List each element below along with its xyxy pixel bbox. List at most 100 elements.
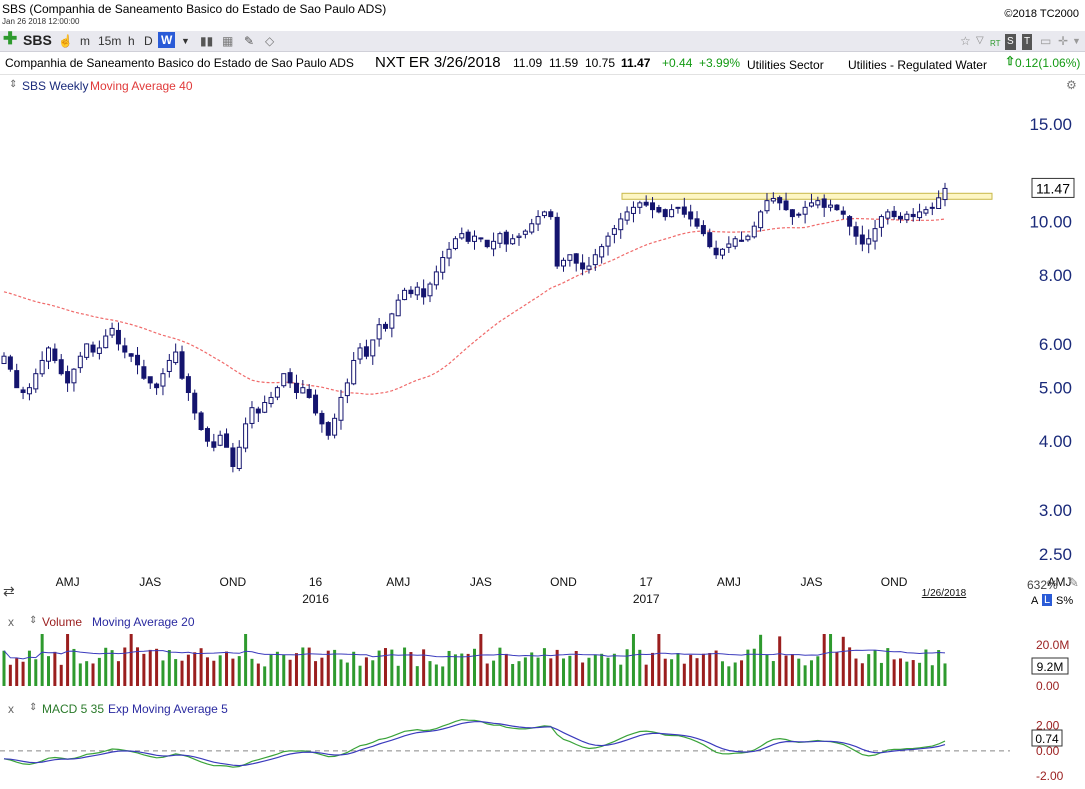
candle-body: [211, 441, 217, 448]
macd-tick-label: 0.00: [1036, 744, 1060, 758]
refresh-icon[interactable]: ⇄: [3, 583, 15, 599]
candle: [281, 373, 287, 388]
candle-body: [840, 210, 846, 215]
crosshair-icon[interactable]: ✛: [1058, 34, 1069, 48]
candle-body: [262, 402, 268, 413]
candle-body: [758, 211, 764, 229]
pencil-icon[interactable]: ✎: [244, 34, 255, 48]
candle: [554, 212, 560, 269]
star-icon[interactable]: ☆: [960, 34, 971, 48]
candle: [427, 281, 433, 303]
candle: [325, 421, 331, 440]
volume-bar: [612, 653, 616, 686]
low-price: 10.75: [585, 56, 616, 70]
volume-label[interactable]: Volume: [42, 615, 83, 629]
candle: [802, 200, 808, 224]
price-chart[interactable]: 15.00 10.00 8.00 6.00 5.00 4.00 3.00 2.50 11.47 A…: [0, 94, 1085, 614]
volume-bar: [453, 654, 457, 686]
volume-bar: [644, 664, 648, 686]
price-change: +0.44: [662, 56, 693, 70]
volume-ma-label[interactable]: Moving Average 20: [92, 615, 195, 629]
volume-bar: [352, 651, 356, 686]
scale-pct[interactable]: S%: [1056, 595, 1074, 607]
grid-icon[interactable]: ▦: [222, 34, 234, 48]
add-icon[interactable]: ✚: [3, 29, 18, 48]
candle-body: [230, 447, 236, 467]
candle-body: [141, 366, 147, 379]
candle-body: [433, 271, 439, 286]
candle: [255, 406, 261, 422]
move-handle-icon[interactable]: ⇕: [29, 702, 38, 713]
eraser-icon[interactable]: ◇: [265, 34, 275, 48]
volume-bar: [771, 661, 775, 686]
edit-icon[interactable]: ✎: [1068, 575, 1079, 590]
candle: [478, 237, 484, 243]
candle-body: [287, 372, 293, 384]
candle: [39, 351, 45, 377]
macd-current-label: 0.74: [1035, 732, 1059, 746]
ma40-label[interactable]: Moving Average 40: [90, 79, 193, 93]
volume-bar: [205, 657, 209, 686]
volume-bar: [905, 661, 909, 686]
interval-m[interactable]: m: [80, 34, 90, 48]
scale-log[interactable]: L: [1042, 594, 1053, 606]
candle: [414, 282, 420, 301]
macd-ma-label[interactable]: Exp Moving Average 5: [108, 702, 228, 716]
volume-tick-label: 0.00: [1036, 679, 1060, 693]
candle-body: [561, 259, 567, 267]
move-handle-icon[interactable]: ⇕: [29, 615, 38, 626]
volume-bar: [879, 662, 883, 686]
candle-body: [891, 210, 897, 218]
volume-bar: [854, 658, 858, 686]
candle-body: [624, 211, 630, 221]
volume-bar: [231, 658, 235, 686]
volume-bar: [943, 663, 947, 686]
interval-15m[interactable]: 15m: [98, 34, 122, 48]
candle: [897, 212, 903, 224]
hand-icon[interactable]: ☝: [58, 34, 73, 48]
candle: [433, 265, 439, 290]
macd-chart[interactable]: 2.00 0.00 -2.00 0.74: [0, 716, 1085, 789]
candle-body: [910, 213, 916, 218]
window-icon[interactable]: ▭: [1040, 34, 1052, 48]
t-menu-button[interactable]: T: [1022, 34, 1033, 50]
candle: [1, 352, 7, 365]
volume-bar: [326, 650, 330, 686]
candle: [7, 354, 13, 372]
filter-icon[interactable]: ▽: [976, 35, 984, 46]
interval-w[interactable]: W: [158, 32, 176, 48]
candle-body: [192, 392, 198, 414]
candle-body: [567, 254, 573, 261]
candle-body: [166, 359, 172, 372]
chevron-down-icon[interactable]: ▼: [181, 36, 190, 46]
volume-bar: [225, 651, 229, 686]
candle-body: [179, 351, 185, 379]
volume-chart[interactable]: 20.0M 0.00 9.2M: [0, 630, 1085, 700]
realtime-label[interactable]: RT: [990, 39, 1001, 48]
scale-a[interactable]: A: [1031, 595, 1039, 607]
volume-bar: [937, 650, 941, 686]
move-handle-icon[interactable]: ⇕: [9, 79, 18, 90]
interval-d[interactable]: D: [144, 34, 153, 48]
candle-body: [739, 239, 745, 242]
volume-bar: [333, 649, 337, 686]
volume-close-button[interactable]: x: [8, 615, 14, 629]
candle-body: [274, 387, 280, 398]
symbol-input[interactable]: SBS: [23, 32, 52, 48]
volume-bar: [822, 634, 826, 686]
ma40-line: [3, 217, 946, 395]
chevron-down-icon[interactable]: ▼: [1072, 36, 1081, 46]
candle-body: [675, 206, 681, 209]
candle-body: [395, 299, 401, 317]
settings-icon[interactable]: ⚙: [1066, 78, 1077, 92]
price-panel-label[interactable]: SBS Weekly: [22, 79, 89, 93]
high-price: 11.59: [549, 56, 579, 70]
interval-h[interactable]: h: [128, 34, 135, 48]
candle-body: [719, 248, 725, 256]
candle: [573, 253, 579, 272]
candle: [859, 225, 865, 252]
s-menu-button[interactable]: S: [1005, 34, 1016, 50]
bar-chart-icon[interactable]: ▮▮: [200, 34, 214, 48]
macd-close-button[interactable]: x: [8, 702, 14, 716]
macd-label[interactable]: MACD 5 35: [42, 702, 105, 716]
